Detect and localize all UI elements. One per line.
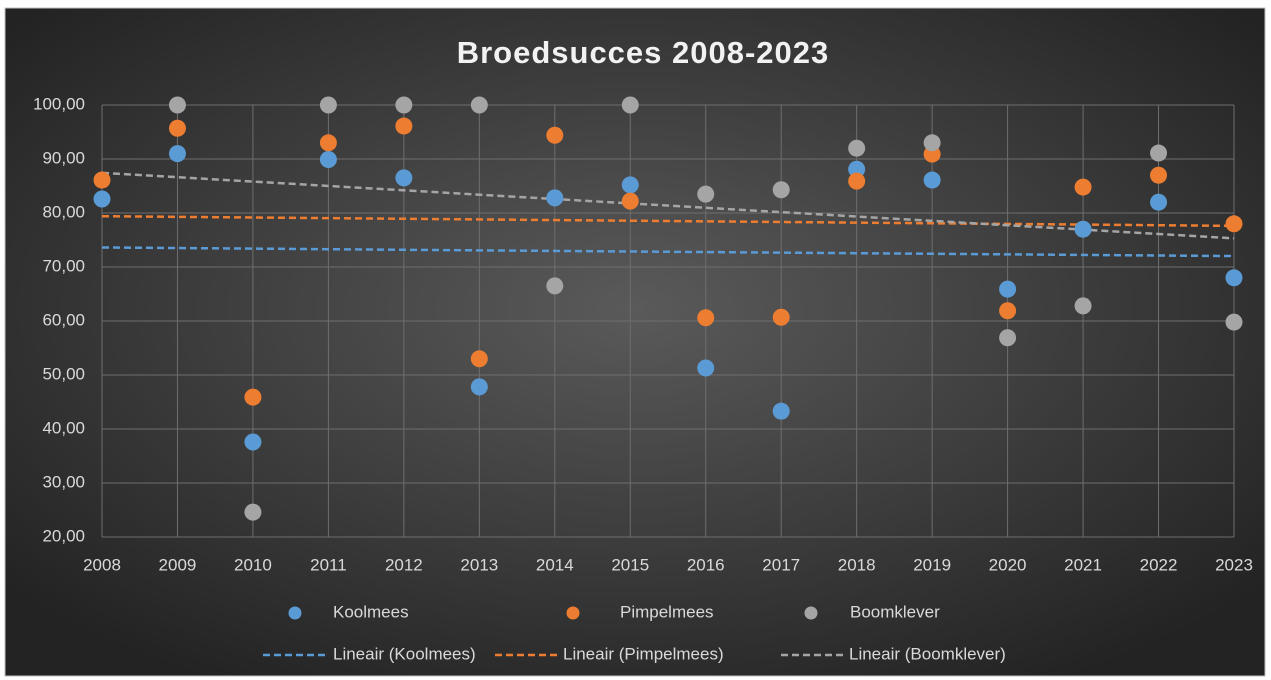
y-tick-label: 90,00 [42,148,85,167]
y-tick-label: 60,00 [42,310,85,329]
point [848,160,866,178]
point [848,139,866,157]
point [621,192,639,210]
legend-label: Pimpelmees [620,602,714,621]
x-tick-label: 2009 [159,555,197,574]
point [772,181,790,199]
legend-label: Lineair (Boomklever) [849,644,1006,663]
point [395,169,413,187]
legend-marker [804,606,818,620]
point [470,378,488,396]
trend-line [101,214,1235,228]
y-tick-label: 50,00 [42,364,85,383]
point [772,308,790,326]
y-tick-label: 30,00 [42,472,85,491]
y-tick-label: 40,00 [42,418,85,437]
x-tick-label: 2008 [83,555,121,574]
chart-background [4,7,1266,677]
x-tick-label: 2012 [385,555,423,574]
point [546,277,564,295]
point [621,176,639,194]
point [1074,178,1092,196]
y-tick-label: 80,00 [42,202,85,221]
point [168,145,186,163]
point [772,402,790,420]
point [697,309,715,327]
legend-label: Boomklever [850,602,940,621]
x-tick-label: 2010 [234,555,272,574]
x-tick-label: 2018 [838,555,876,574]
point [1150,193,1168,211]
point [546,189,564,207]
point [93,190,111,208]
x-tick-label: 2020 [989,555,1027,574]
x-tick-label: 2015 [611,555,649,574]
x-tick-label: 2016 [687,555,725,574]
x-tick-label: 2017 [762,555,800,574]
point [546,126,564,144]
point [395,96,413,114]
legend-marker [566,606,580,620]
point [1150,144,1168,162]
point [93,171,111,189]
trend-line [101,246,1235,258]
x-tick-label: 2014 [536,555,574,574]
point [621,96,639,114]
x-tick-label: 2021 [1064,555,1102,574]
chart-title: Broedsucces 2008-2023 [457,35,830,70]
x-tick-label: 2019 [913,555,951,574]
point [999,302,1017,320]
point [1225,215,1243,233]
point [1074,220,1092,238]
x-tick-label: 2023 [1215,555,1253,574]
point [168,96,186,114]
legend-label: Koolmees [333,602,409,621]
point [1074,297,1092,315]
point [168,119,186,137]
y-tick-label: 70,00 [42,256,85,275]
point [1225,269,1243,287]
point [697,185,715,203]
point [697,359,715,377]
x-tick-label: 2011 [310,555,347,574]
point [244,433,262,451]
legend-marker [288,606,302,620]
point [1150,166,1168,184]
point [999,280,1017,298]
y-tick-label: 20,00 [42,526,85,545]
point [1225,313,1243,331]
x-tick-label: 2022 [1140,555,1178,574]
point [470,96,488,114]
legend-label: Lineair (Koolmees) [333,644,476,663]
legend-label: Lineair (Pimpelmees) [563,644,724,663]
point [999,329,1017,347]
point [319,134,337,152]
point [395,117,413,135]
point [923,134,941,152]
y-tick-label: 100,00 [33,94,85,113]
point [319,151,337,169]
point [244,503,262,521]
x-tick-label: 2013 [460,555,498,574]
point [244,388,262,406]
point [470,350,488,368]
point [923,171,941,189]
point [848,172,866,190]
trend-line [101,171,1235,240]
point [319,96,337,114]
